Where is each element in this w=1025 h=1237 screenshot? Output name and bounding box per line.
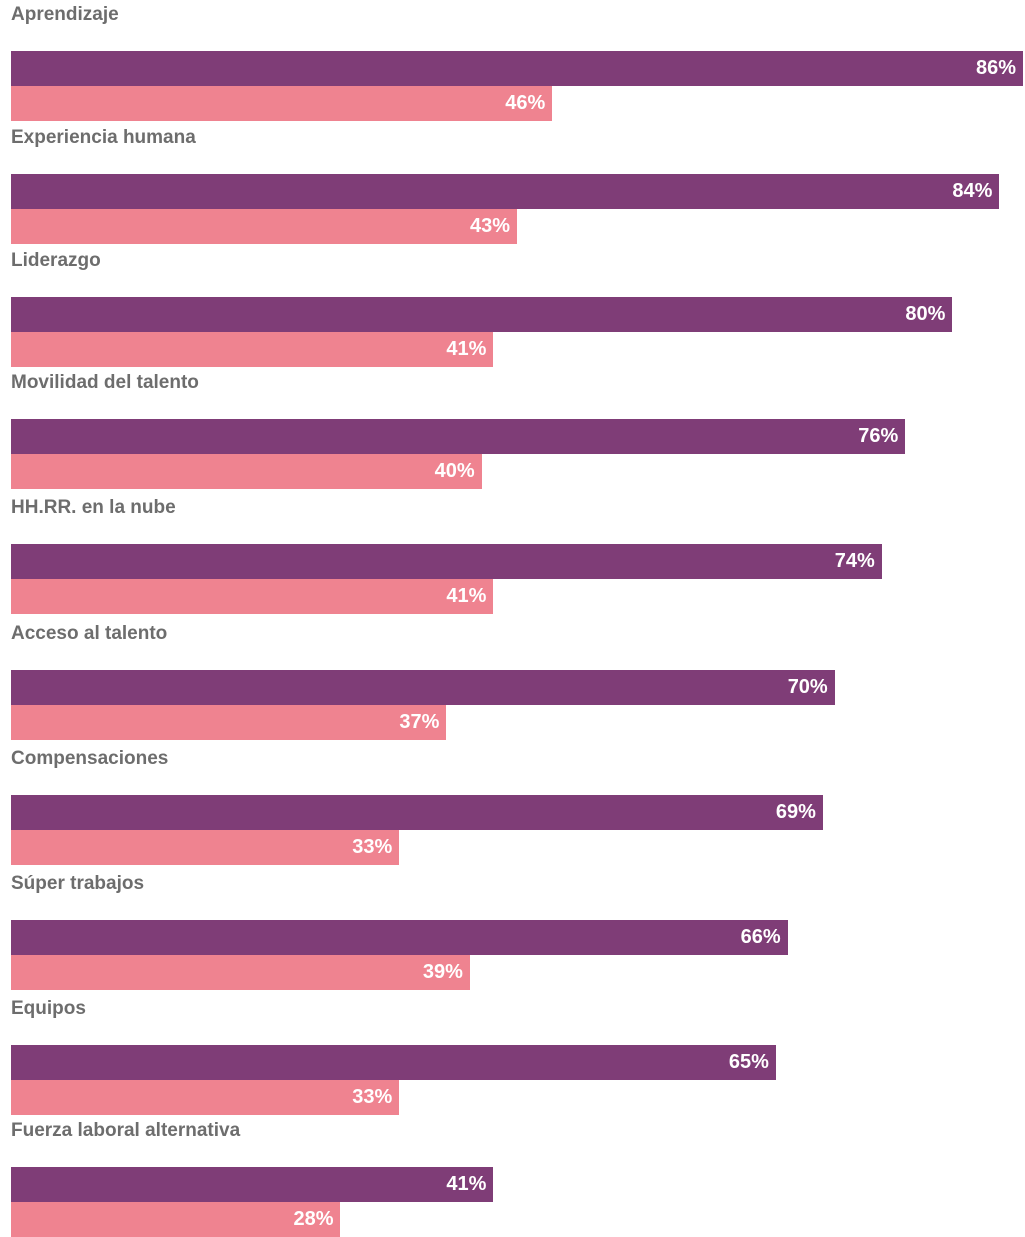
data-label: 76% <box>858 425 899 447</box>
data-label: 86% <box>975 57 1016 79</box>
data-label: 33% <box>352 1086 393 1108</box>
category-label: Acceso al talento <box>11 623 168 644</box>
category-label: Equipos <box>11 998 86 1019</box>
data-label: 80% <box>905 303 946 325</box>
bar-series-2: 39% <box>11 955 470 990</box>
bar-series-1: 66% <box>11 920 788 955</box>
bar-series-2: 33% <box>11 1080 400 1115</box>
category-label: Liderazgo <box>11 250 101 271</box>
data-label: 69% <box>775 801 816 823</box>
category-label: Súper trabajos <box>11 873 145 894</box>
category-label: HH.RR. en la nube <box>11 497 176 518</box>
data-label: 41% <box>446 338 487 360</box>
bar-series-2: 37% <box>11 705 447 740</box>
bar-series-1: 84% <box>11 174 1000 209</box>
bar-series-1: 69% <box>11 795 823 830</box>
data-label: 84% <box>952 180 993 202</box>
category-label: Fuerza laboral alternativa <box>11 1120 241 1141</box>
data-label: 41% <box>446 585 487 607</box>
data-label: 66% <box>740 926 781 948</box>
bar-series-2: 41% <box>11 579 494 614</box>
category-label: Movilidad del talento <box>11 372 199 393</box>
bar-series-1: 41% <box>11 1167 494 1202</box>
data-label: 43% <box>469 215 510 237</box>
category-label: Aprendizaje <box>11 4 119 25</box>
data-label: 65% <box>728 1051 769 1073</box>
category-label: Compensaciones <box>11 748 169 769</box>
data-label: 41% <box>446 1173 487 1195</box>
data-label: 39% <box>422 961 463 983</box>
bar-series-1: 65% <box>11 1045 776 1080</box>
bar-series-1: 86% <box>11 51 1023 86</box>
bar-series-2: 33% <box>11 830 400 865</box>
data-label: 33% <box>352 836 393 858</box>
bar-series-2: 43% <box>11 209 517 244</box>
data-label: 40% <box>434 460 475 482</box>
data-label: 37% <box>399 711 440 733</box>
data-label: 70% <box>787 676 828 698</box>
bar-series-1: 80% <box>11 297 953 332</box>
bar-series-1: 76% <box>11 419 906 454</box>
bar-series-2: 28% <box>11 1202 341 1237</box>
bar-series-2: 40% <box>11 454 482 489</box>
category-label: Experiencia humana <box>11 127 196 148</box>
data-label: 28% <box>293 1208 334 1230</box>
data-label: 74% <box>834 550 875 572</box>
bar-series-2: 41% <box>11 332 494 367</box>
bar-series-1: 70% <box>11 670 835 705</box>
data-label: 46% <box>505 92 546 114</box>
bar-series-2: 46% <box>11 86 553 121</box>
bar-series-1: 74% <box>11 544 882 579</box>
